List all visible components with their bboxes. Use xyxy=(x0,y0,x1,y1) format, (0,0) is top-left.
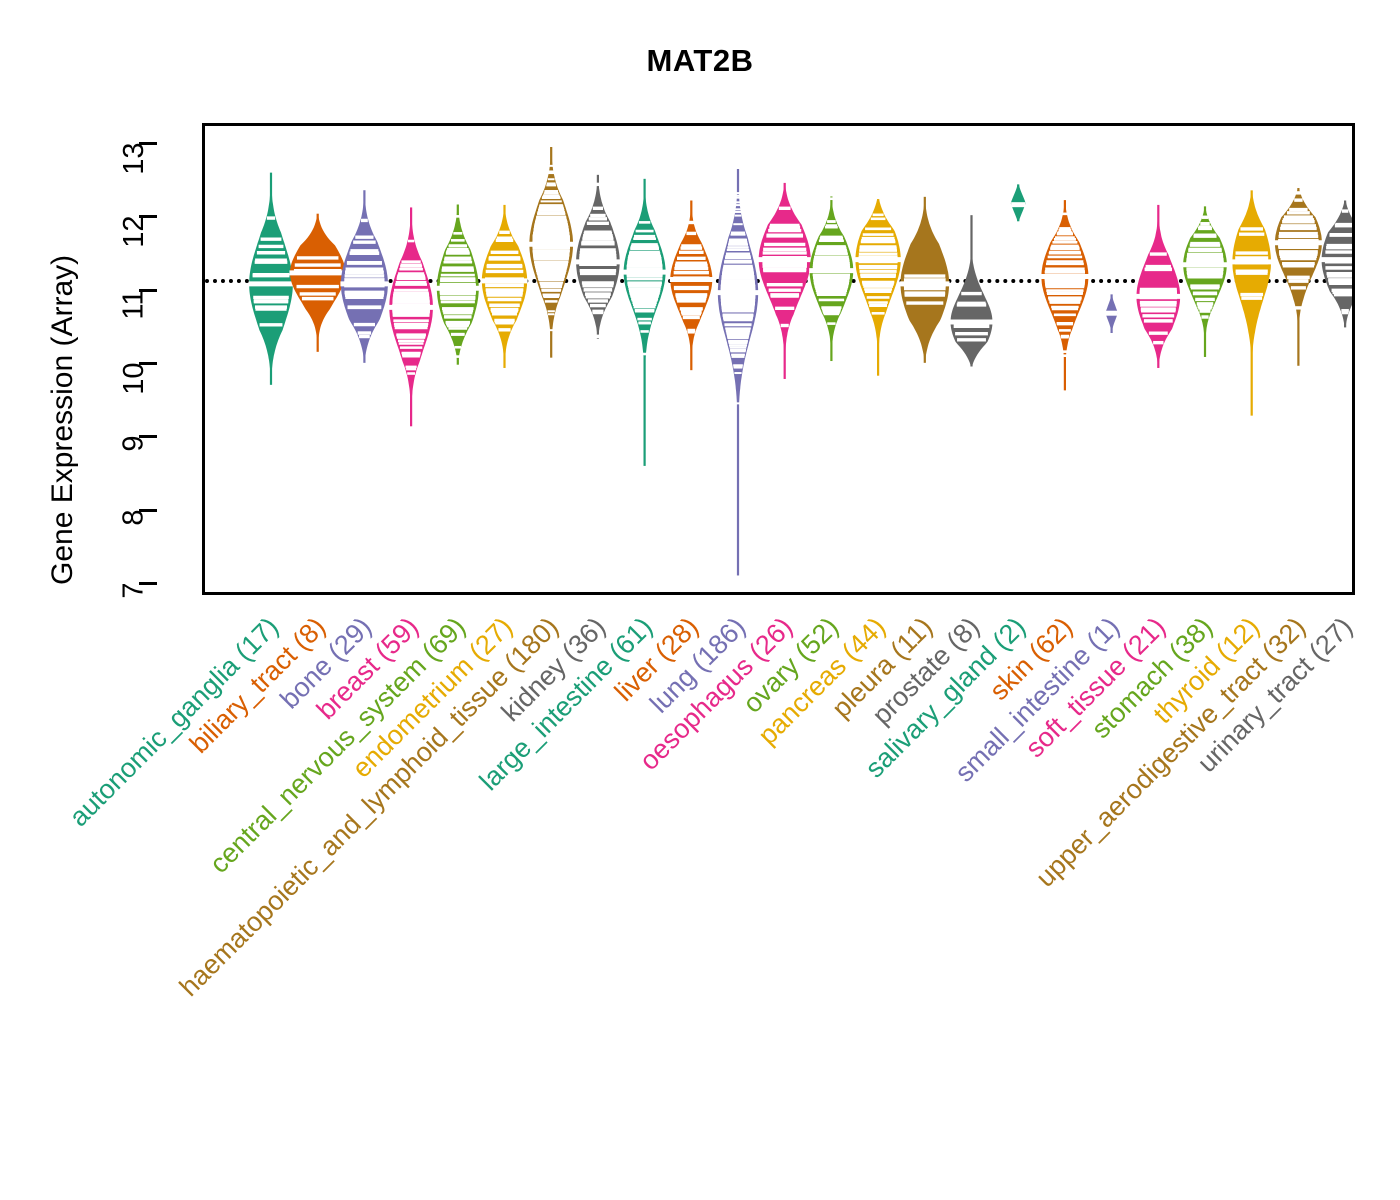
x-axis-tick-label: biliary_tract (8) xyxy=(183,611,331,760)
x-axis-tick-label: endometrium (27) xyxy=(345,611,518,784)
x-axis-tick-label: central_nervous_system (69) xyxy=(203,611,472,879)
x-axis-tick-label: liver (28) xyxy=(609,611,705,708)
violin-body xyxy=(1136,203,1181,368)
y-axis-tick xyxy=(139,288,157,292)
x-axis-tick-label: haematopoietic_and_lymphoid_tissue (180) xyxy=(173,611,565,1003)
violin-body xyxy=(249,170,293,387)
violin-body xyxy=(1232,188,1271,417)
x-axis-tick-label: urinary_tract (27) xyxy=(1191,611,1359,779)
x-axis-tick-label: large_intestine (61) xyxy=(473,611,658,797)
y-axis-tick-label: 13 xyxy=(117,142,150,175)
y-axis-title: Gene Expression (Array) xyxy=(46,254,79,585)
x-axis-tick-label: pancreas (44) xyxy=(752,611,892,751)
plot-area xyxy=(205,126,1352,592)
violin-body xyxy=(1321,198,1352,330)
x-axis-tick-label: pleura (11) xyxy=(825,611,939,724)
violin-body xyxy=(670,198,713,371)
y-axis-tick-label: 10 xyxy=(117,362,150,395)
chart-title: MAT2B xyxy=(646,43,754,78)
y-axis-tick-label: 9 xyxy=(117,435,150,452)
x-axis-tick-label: ovary (52) xyxy=(737,611,845,719)
y-axis-tick-label: 11 xyxy=(117,289,150,320)
x-axis-tick-label: lung (186) xyxy=(644,611,752,719)
x-axis-tick-label: stomach (38) xyxy=(1085,611,1219,745)
violin-body xyxy=(1010,182,1026,222)
y-axis-tick xyxy=(139,362,157,365)
x-axis-tick-label: small_intestine (1) xyxy=(948,611,1125,788)
plot-panel xyxy=(202,123,1355,595)
y-axis-tick-label: 7 xyxy=(117,582,150,599)
x-axis-tick-label: salivary_gland (2) xyxy=(859,611,1032,784)
x-axis-tick-label: soft_tissue (21) xyxy=(1019,611,1172,764)
y-axis-tick xyxy=(139,142,157,145)
x-axis-tick-label: breast (59) xyxy=(310,611,425,726)
violin-body xyxy=(950,213,993,368)
x-axis-tick-label: thyroid (12) xyxy=(1147,611,1265,730)
y-axis-tick-label: 8 xyxy=(117,509,150,526)
x-axis-tick-label: upper_aerodigestive_tract (32) xyxy=(1030,611,1312,893)
y-axis-tick xyxy=(139,508,157,512)
x-axis-tick-label: skin (62) xyxy=(983,611,1079,706)
violin-body xyxy=(290,212,346,354)
x-axis-tick-label: prostate (8) xyxy=(865,611,985,731)
y-axis: Gene Expression (Array) 7 8 9 10 11 12 13 xyxy=(0,0,202,718)
x-axis-tick-label: bone (29) xyxy=(274,611,378,715)
y-axis-tick xyxy=(139,582,157,585)
y-axis-tick-label: 12 xyxy=(117,215,150,249)
y-axis-tick xyxy=(139,435,157,439)
x-axis-tick-label: kidney (36) xyxy=(495,611,612,728)
x-axis-tick-label: oesophagus (26) xyxy=(633,611,798,777)
y-axis-tick xyxy=(139,215,157,219)
